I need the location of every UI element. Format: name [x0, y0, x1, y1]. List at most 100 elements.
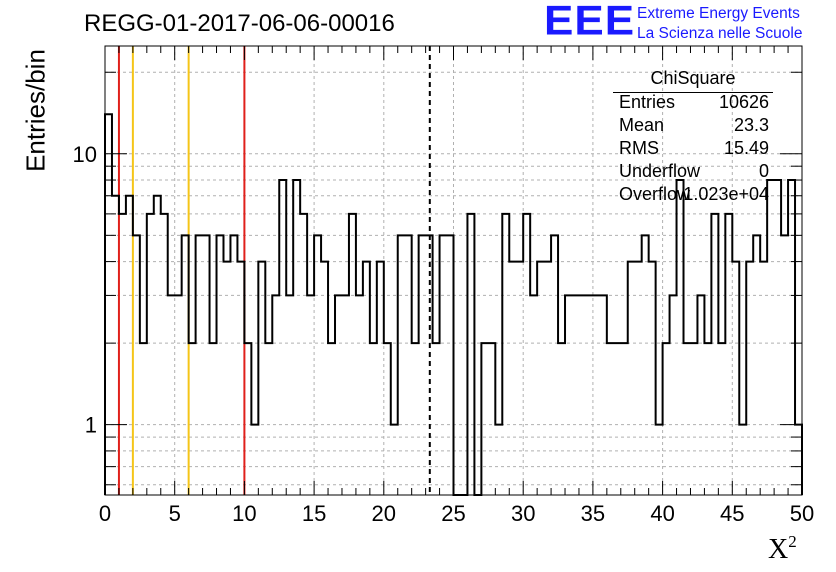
- histogram-bin: [370, 343, 377, 495]
- stats-key: Overflow: [619, 184, 691, 204]
- histogram-bin: [635, 262, 642, 495]
- x-tick-label: 45: [720, 501, 744, 526]
- histogram-bin: [607, 343, 614, 495]
- histogram-bin: [140, 343, 147, 495]
- tick-labels: 0 5 10 15 20 25 30 35 40 45 50 1 10: [73, 142, 815, 526]
- eee-logo: EEE Extreme Energy Events La Scienza nel…: [544, 0, 834, 46]
- histogram-bin: [300, 214, 307, 495]
- histogram-bin: [237, 262, 244, 495]
- histogram-bin: [509, 262, 516, 495]
- histogram-bin: [154, 196, 161, 495]
- histogram-bin: [718, 343, 725, 495]
- stats-key: RMS: [619, 138, 659, 158]
- histogram-bin: [690, 343, 697, 495]
- histogram-bin: [258, 262, 265, 495]
- histogram-bin: [677, 180, 684, 495]
- histogram-bin: [279, 180, 286, 495]
- histogram-bin: [704, 343, 711, 495]
- histogram-bin: [419, 235, 426, 495]
- histogram-bin: [746, 262, 753, 495]
- histogram-bin: [363, 262, 370, 495]
- x-tick-label: 35: [581, 501, 605, 526]
- stats-divider: [613, 92, 773, 93]
- histogram-bin: [133, 235, 140, 495]
- histogram-bin: [314, 235, 321, 495]
- histogram-bin: [684, 343, 691, 495]
- histogram-bin: [405, 235, 412, 495]
- histogram-bin: [189, 343, 196, 495]
- histogram-bin: [119, 214, 126, 495]
- histogram-bin: [203, 235, 210, 495]
- histogram-bin: [126, 196, 133, 495]
- histogram-bin: [488, 343, 495, 495]
- histogram-bin: [440, 235, 447, 495]
- x-tick-label: 40: [650, 501, 674, 526]
- histogram-bin: [642, 235, 649, 495]
- y-axis-title: Entries/bin: [20, 49, 51, 172]
- histogram-bin: [307, 295, 314, 495]
- histogram-bin: [565, 295, 572, 495]
- histogram-bin: [293, 180, 300, 495]
- histogram-bin: [230, 235, 237, 495]
- logo-mark: EEE: [544, 0, 636, 44]
- x-tick-label: 30: [511, 501, 535, 526]
- histogram-bin: [697, 295, 704, 495]
- histogram-bin: [412, 343, 419, 495]
- histogram-bin: [112, 196, 119, 495]
- x-axis-title-base: X: [768, 534, 789, 565]
- histogram-bin: [586, 295, 593, 495]
- histogram-bin: [593, 295, 600, 495]
- histogram-bin: [767, 180, 774, 495]
- stats-key: Mean: [619, 115, 665, 135]
- histogram-bin: [781, 235, 788, 495]
- histogram-bin: [579, 295, 586, 495]
- histogram-bin: [384, 343, 391, 495]
- histogram-bin: [196, 235, 203, 495]
- x-axis-title: X2: [768, 532, 797, 566]
- x-tick-label: 0: [99, 501, 111, 526]
- x-tick-label: 15: [302, 501, 326, 526]
- histogram-bin: [105, 114, 112, 495]
- stats-value: 15.49: [723, 138, 769, 158]
- histogram-bin: [753, 235, 760, 495]
- histogram-bin: [621, 343, 628, 495]
- histogram-bin: [161, 214, 168, 495]
- histogram-bin: [614, 343, 621, 495]
- histogram-bin: [217, 235, 224, 495]
- histogram-bin: [377, 262, 384, 495]
- histogram-bin: [467, 214, 474, 495]
- histogram-bin: [502, 214, 509, 495]
- histogram-bin: [725, 214, 732, 495]
- histogram-bin: [774, 180, 781, 495]
- x-tick-label: 50: [790, 501, 814, 526]
- x-tick-label: 20: [372, 501, 396, 526]
- histogram-bin: [551, 235, 558, 495]
- x-axis-title-superscript: 2: [788, 532, 797, 551]
- histogram-bin: [732, 262, 739, 495]
- histogram-bin: [663, 343, 670, 495]
- histogram-bin: [530, 295, 537, 495]
- y-tick-label: 1: [85, 413, 97, 438]
- histogram-bin: [600, 295, 607, 495]
- histogram-bin: [711, 214, 718, 495]
- x-tick-label: 5: [169, 501, 181, 526]
- histogram-bin: [328, 343, 335, 495]
- histogram-bin: [398, 235, 405, 495]
- stats-value: 23.3: [733, 115, 769, 135]
- histogram-bin: [335, 295, 342, 495]
- histogram-bin: [558, 343, 565, 495]
- histogram-bin: [321, 262, 328, 495]
- histogram-bin: [523, 214, 530, 495]
- histogram-bin: [544, 262, 551, 495]
- stats-value: 0: [758, 161, 769, 181]
- histogram-bin: [175, 295, 182, 495]
- logo-line-1: Extreme Energy Events: [637, 5, 800, 22]
- stats-key: Entries: [619, 92, 676, 112]
- logo-line-2: La Scienza nelle Scuole: [637, 25, 803, 42]
- plot-title: REGG-01-2017-06-06-00016: [84, 10, 395, 37]
- histogram-bin: [537, 262, 544, 495]
- y-tick-label: 10: [73, 142, 97, 167]
- histogram-bin: [286, 295, 293, 495]
- histogram-bin: [147, 214, 154, 495]
